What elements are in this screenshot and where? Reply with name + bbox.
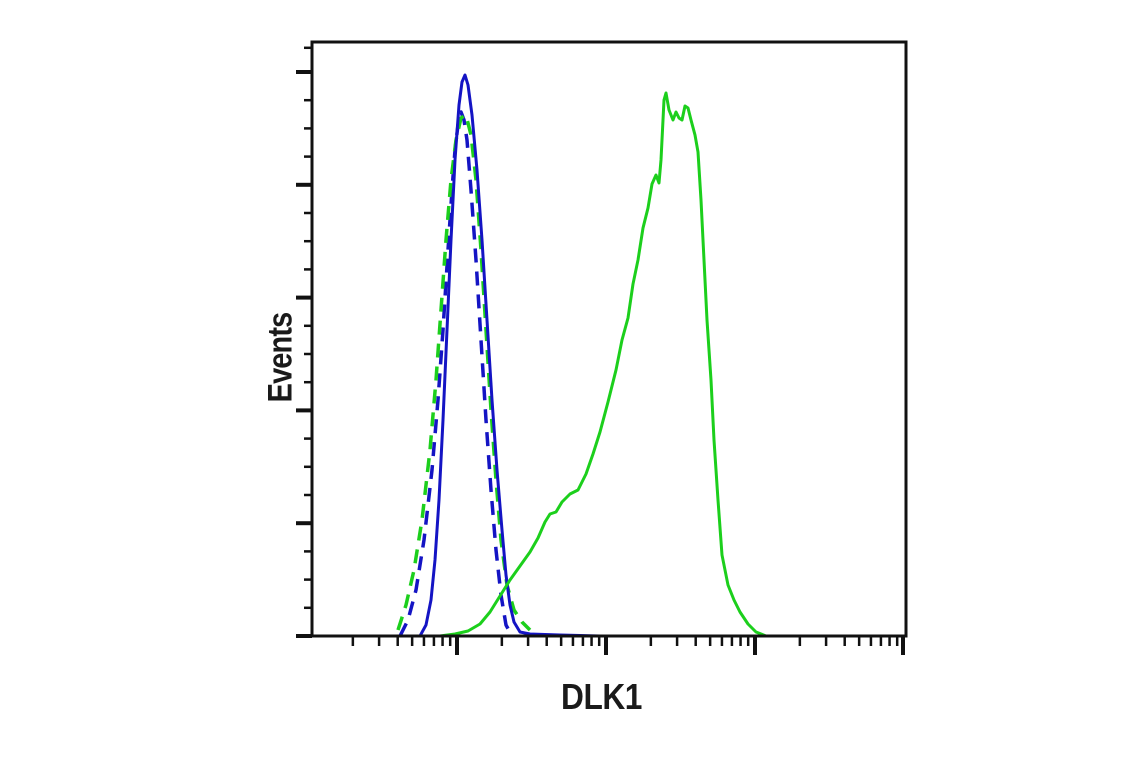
plot-frame: [310, 40, 908, 638]
dashed-blue-curve: [398, 110, 514, 637]
y-axis-label: Events: [261, 312, 300, 403]
histogram-series: [312, 73, 907, 638]
solid-blue-curve: [418, 73, 760, 638]
x-axis-ticks: [351, 636, 905, 655]
x-axis-label: DLK1: [561, 676, 642, 717]
solid-green-curve: [312, 91, 907, 638]
